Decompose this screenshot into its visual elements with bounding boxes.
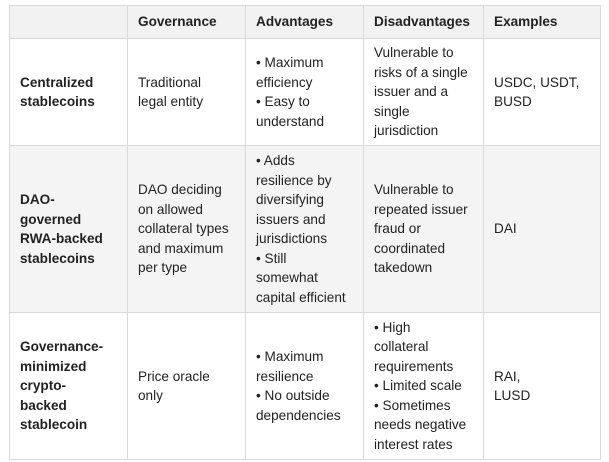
- governance-line: collateral types: [138, 221, 229, 237]
- disadvantages-line: • Limited scale: [374, 378, 462, 394]
- advantages-line: • Maximum: [256, 349, 324, 364]
- advantages-line: resilience by: [256, 172, 332, 188]
- advantages-line: somewhat: [256, 270, 318, 285]
- row-name-line: stablecoins: [20, 250, 95, 266]
- row-name-cell: DAO- governed RWA-backed stablecoins: [9, 145, 128, 313]
- examples-line: RAI,: [494, 368, 521, 384]
- advantages-line: understand: [256, 113, 325, 129]
- advantages-line: jurisdictions: [256, 231, 328, 246]
- row-name-cell: Centralized stablecoins: [9, 38, 128, 146]
- table-row: Centralized stablecoins Traditional lega…: [9, 38, 601, 146]
- advantages-line: diversifying: [256, 192, 324, 207]
- disadvantages-line: coordinated: [374, 240, 446, 256]
- row-name-line: Governance-: [20, 339, 104, 355]
- disadvantages-cell: Vulnerable to risks of a single issuer a…: [363, 38, 484, 146]
- disadvantages-line: Vulnerable to: [374, 45, 454, 61]
- advantages-cell: • Adds resilience by diversifying issuer…: [245, 145, 364, 313]
- header-row: Governance Advantages Disadvantages Exam…: [9, 5, 601, 39]
- row-name-cell: Governance- minimized crypto- backed sta…: [9, 312, 128, 460]
- examples-line: LUSD: [494, 388, 531, 403]
- disadvantages-line: jurisdiction: [374, 123, 439, 139]
- row-name-line: DAO-: [20, 192, 55, 207]
- row-name-line: stablecoin: [20, 417, 88, 433]
- advantages-line: • Adds: [256, 153, 295, 168]
- governance-line: legal entity: [138, 94, 203, 109]
- advantages-cell: • Maximum resilience • No outside depend…: [245, 312, 364, 460]
- header-cell-examples: Examples: [483, 5, 601, 39]
- governance-cell: DAO deciding on allowed collateral types…: [127, 145, 246, 313]
- disadvantages-cell: • High collateral requirements • Limited…: [363, 312, 484, 460]
- governance-cell: Traditional legal entity: [127, 38, 246, 146]
- disadvantages-line: takedown: [374, 260, 433, 276]
- advantages-line: • Easy to: [256, 94, 310, 109]
- advantages-line: issuers and: [256, 211, 326, 227]
- row-name-line: minimized: [20, 358, 87, 374]
- disadvantages-line: single: [374, 103, 410, 119]
- advantages-line: capital efficient: [256, 289, 346, 305]
- disadvantages-line: needs negative: [374, 417, 467, 433]
- row-name-line: crypto-: [20, 378, 67, 394]
- row-name-line: backed: [20, 397, 67, 413]
- examples-line: USDC, USDT,: [494, 74, 580, 90]
- advantages-line: • No outside: [256, 388, 330, 403]
- examples-line: BUSD: [494, 94, 532, 109]
- governance-line: only: [138, 388, 163, 403]
- row-name-line: RWA-backed: [20, 231, 103, 246]
- disadvantages-cell: Vulnerable to repeated issuer fraud or c…: [363, 145, 484, 313]
- governance-cell: Price oracle only: [127, 312, 246, 460]
- examples-cell: USDC, USDT, BUSD: [483, 38, 601, 146]
- governance-line: Traditional: [138, 74, 201, 90]
- examples-cell: DAI: [483, 145, 601, 313]
- advantages-line: efficiency: [256, 74, 313, 90]
- examples-cell: RAI, LUSD: [483, 312, 601, 460]
- disadvantages-line: interest rates: [374, 436, 453, 452]
- disadvantages-line: repeated issuer: [374, 201, 468, 217]
- header-cell-disadvantages: Disadvantages: [363, 5, 484, 39]
- disadvantages-line: risks of a single: [374, 64, 468, 80]
- table-row: DAO- governed RWA-backed stablecoins DAO…: [9, 145, 601, 313]
- examples-line: DAI: [494, 221, 517, 237]
- disadvantages-line: Vulnerable to: [374, 182, 454, 198]
- advantages-cell: • Maximum efficiency • Easy to understan…: [245, 38, 364, 146]
- header-cell-governance: Governance: [127, 5, 246, 39]
- table-row: Governance- minimized crypto- backed sta…: [9, 312, 601, 460]
- advantages-line: • Still: [256, 250, 287, 266]
- disadvantages-line: collateral: [374, 339, 429, 355]
- header-cell-empty: [9, 5, 128, 39]
- row-name-line: governed: [20, 211, 82, 227]
- governance-line: DAO deciding: [138, 182, 222, 198]
- comparison-table: Governance Advantages Disadvantages Exam…: [9, 5, 601, 460]
- disadvantages-line: issuer and a: [374, 84, 449, 100]
- governance-line: and maximum: [138, 240, 224, 256]
- advantages-line: dependencies: [256, 407, 341, 423]
- header-cell-advantages: Advantages: [245, 5, 364, 39]
- governance-line: per type: [138, 260, 188, 276]
- row-name-line: Centralized: [20, 74, 94, 90]
- row-name-line: stablecoins: [20, 94, 95, 109]
- advantages-line: • Maximum: [256, 55, 324, 70]
- disadvantages-line: • Sometimes: [374, 397, 451, 413]
- disadvantages-line: • High: [374, 319, 411, 335]
- disadvantages-line: requirements: [374, 358, 454, 374]
- governance-line: on allowed: [138, 201, 203, 217]
- advantages-line: resilience: [256, 368, 314, 384]
- governance-line: Price oracle: [138, 368, 210, 384]
- disadvantages-line: fraud or: [374, 221, 421, 237]
